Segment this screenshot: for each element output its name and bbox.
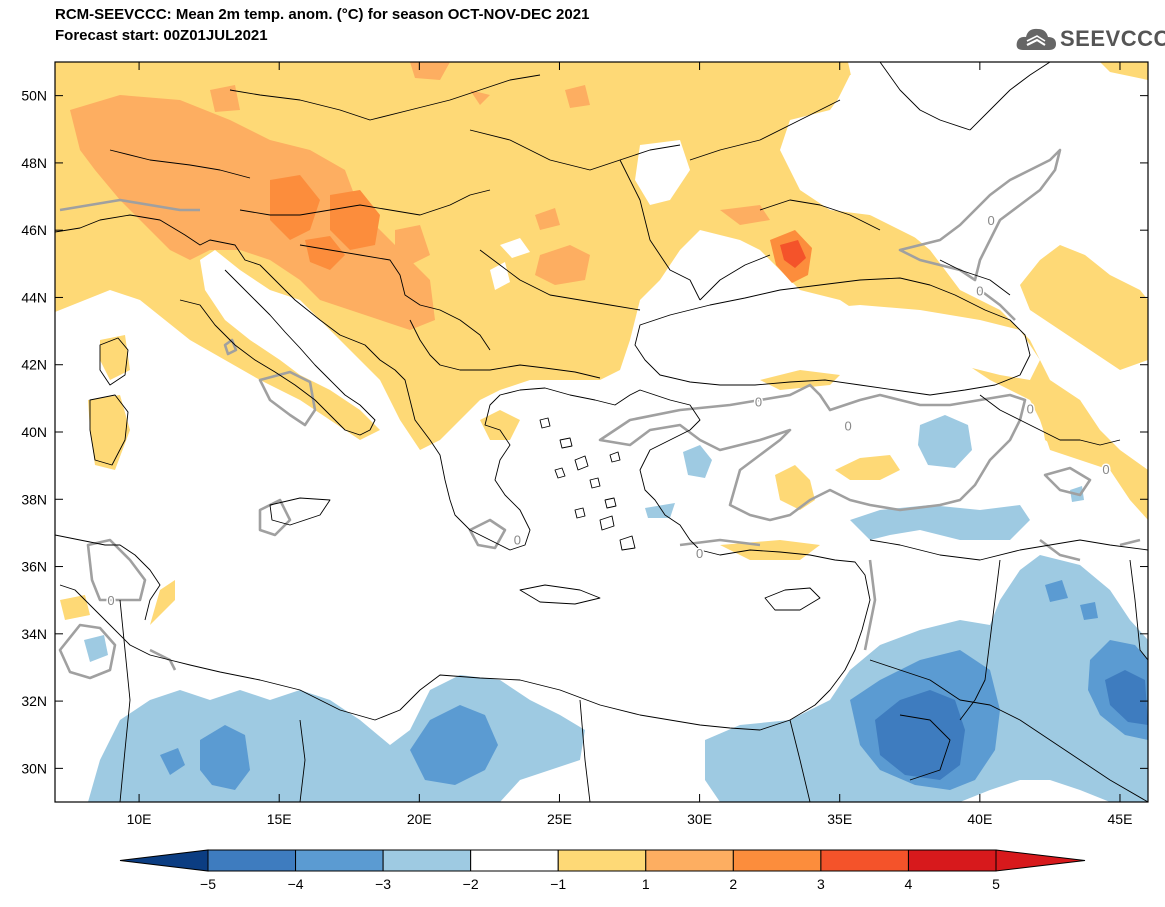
- colorbar-label: −4: [288, 876, 304, 892]
- colorbar: −5 −4 −3 −2 −1 1 2 3 4 5: [119, 849, 1086, 892]
- warm-anomaly-4-5: [780, 240, 806, 268]
- colorbar-segment: [820, 849, 909, 872]
- lon-tick-label: 20E: [407, 811, 432, 827]
- contour-zero-label: 0: [1027, 401, 1034, 416]
- contour-zero-label: 0: [514, 533, 521, 548]
- lon-tick-label: 15E: [267, 811, 292, 827]
- contour-zero-label: 0: [976, 284, 983, 299]
- colorbar-label: −2: [463, 876, 479, 892]
- zero-contours: [58, 148, 1141, 680]
- lon-tick-label: 40E: [967, 811, 992, 827]
- contour-zero-label: 0: [845, 418, 852, 433]
- colorbar-segment: [645, 849, 734, 872]
- lat-tick-label: 42N: [21, 357, 47, 373]
- cold-anomaly-3-4: [875, 670, 1148, 780]
- lon-tick-label: 45E: [1108, 811, 1133, 827]
- colorbar-segment: [207, 849, 297, 872]
- lon-tick-label: 10E: [127, 811, 152, 827]
- colorbar-segment: [907, 849, 997, 872]
- contour-zero-label: 0: [1102, 462, 1109, 477]
- contour-zero-label: 0: [987, 213, 994, 228]
- colorbar-min-arrow: [119, 849, 209, 872]
- neutral-areas: [490, 70, 1148, 395]
- colorbar-label: −1: [550, 876, 566, 892]
- colorbar-label: −5: [200, 876, 216, 892]
- contour-zero-label: 0: [755, 395, 762, 410]
- colorbar-label: 5: [992, 876, 1000, 892]
- longitude-axis: 10E 15E 20E 25E 30E 35E 40E 45E: [127, 62, 1133, 827]
- colorbar-label: 4: [905, 876, 913, 892]
- colorbar-max-arrow: [995, 849, 1086, 872]
- lat-tick-label: 30N: [21, 760, 47, 776]
- colorbar-label: 2: [729, 876, 737, 892]
- coastlines-borders: [55, 62, 1148, 802]
- lat-tick-label: 40N: [21, 424, 47, 440]
- anomaly-fill-layer: [55, 62, 1148, 802]
- colorbar-segment: [732, 849, 822, 872]
- lat-tick-label: 46N: [21, 222, 47, 238]
- seevccc-logo-text: SEEVCCC: [1060, 26, 1165, 51]
- lat-tick-label: 32N: [21, 693, 47, 709]
- lon-tick-label: 35E: [827, 811, 852, 827]
- latitude-axis: 30N 32N 34N 36N 38N 40N 42N 44N 46N 48N 50N: [21, 88, 1148, 776]
- lat-tick-label: 50N: [21, 88, 47, 104]
- lat-tick-label: 38N: [21, 491, 47, 507]
- colorbar-segment: [557, 849, 647, 872]
- colorbar-segment: [295, 849, 384, 872]
- lon-tick-label: 25E: [547, 811, 572, 827]
- map-title: RCM-SEEVCCC: Mean 2m temp. anom. (°C) fo…: [55, 6, 590, 23]
- lon-tick-label: 30E: [687, 811, 712, 827]
- seevccc-cloud-logo-icon: [1016, 28, 1056, 50]
- forecast-start-label: Forecast start: 00Z01JUL2021: [55, 27, 268, 44]
- colorbar-label: 3: [817, 876, 825, 892]
- lat-tick-label: 36N: [21, 559, 47, 575]
- lat-tick-label: 34N: [21, 626, 47, 642]
- lat-tick-label: 44N: [21, 289, 47, 305]
- contour-zero-label: 0: [107, 593, 114, 608]
- colorbar-segment: [470, 849, 559, 872]
- contour-zero-label: 0: [696, 546, 703, 561]
- lat-tick-label: 48N: [21, 155, 47, 171]
- colorbar-segment: [382, 849, 472, 872]
- colorbar-label: 1: [642, 876, 650, 892]
- colorbar-label: −3: [375, 876, 391, 892]
- warm-anomaly-3-4: [270, 175, 812, 283]
- contour-labels: 0 0 0 0 0 0 0 0 0: [106, 212, 1111, 610]
